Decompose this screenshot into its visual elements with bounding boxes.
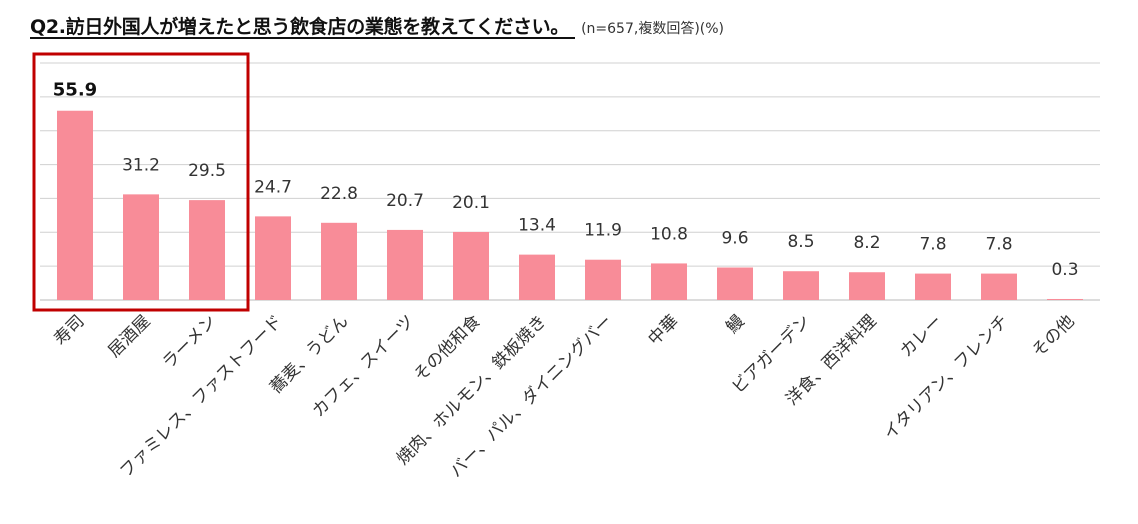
bar (849, 272, 885, 300)
bars (57, 110, 1083, 300)
category-label: イタリアン、フレンチ (880, 311, 1013, 444)
bar-value-label: 20.1 (452, 193, 490, 213)
bar-value-label: 24.7 (254, 177, 292, 197)
bar-value-label: 8.2 (853, 233, 880, 253)
bar (585, 259, 621, 300)
category-label: 鰻 (722, 311, 748, 337)
chart-title: Q2.訪日外国人が増えたと思う飲食店の業態を教えてください。 (30, 16, 570, 38)
bar (123, 194, 159, 300)
bar (255, 216, 291, 300)
bar (519, 254, 555, 300)
bar-value-label: 8.5 (787, 232, 814, 252)
highlight-box (32, 52, 250, 312)
chart-header: Q2.訪日外国人が増えたと思う飲食店の業態を教えてください。 (n=657,複数… (30, 12, 1120, 42)
bar-value-label: 20.7 (386, 191, 424, 211)
category-label: その他 (1028, 311, 1078, 361)
sample-note: (n=657,複数回答)(%) (581, 21, 725, 37)
category-label: ラーメン (159, 311, 221, 373)
category-label: カレー (896, 311, 946, 361)
value-labels: 55.9 31.2 29.5 24.7 22.8 20.7 20.1 13.4 11.9 10.8… (53, 80, 1079, 280)
bar-value-label: 7.8 (919, 235, 946, 255)
title-underline (30, 37, 576, 39)
category-label: 中華 (644, 311, 682, 349)
bar (57, 110, 93, 300)
bar-value-label: 0.3 (1051, 260, 1078, 280)
bar-value-label: 9.6 (721, 228, 748, 248)
category-label: 居酒屋 (104, 311, 154, 361)
bar (453, 231, 489, 300)
bar (981, 273, 1017, 300)
bar-value-label: 22.8 (320, 184, 358, 204)
bar (717, 267, 753, 300)
bar-value-label: 13.4 (518, 216, 556, 236)
bar (651, 263, 687, 300)
bar-value-label: 10.8 (650, 224, 688, 244)
bar-value-label: 29.5 (188, 161, 226, 181)
category-labels: 寿司 居酒屋 ラーメンファミレス、ファストフード蕎麦、うどんカフェ、スイーツその他和… (50, 311, 1078, 482)
category-label: 寿司 (50, 311, 88, 349)
bar (783, 271, 819, 300)
bar (1047, 298, 1083, 300)
bar (189, 200, 225, 300)
bar (915, 273, 951, 300)
bar (321, 222, 357, 300)
bar-value-label: 31.2 (122, 155, 160, 175)
bar-value-label: 11.9 (584, 221, 622, 241)
bar (387, 229, 423, 300)
bar-value-label: 55.9 (53, 80, 97, 101)
bar-value-label: 7.8 (985, 235, 1012, 255)
